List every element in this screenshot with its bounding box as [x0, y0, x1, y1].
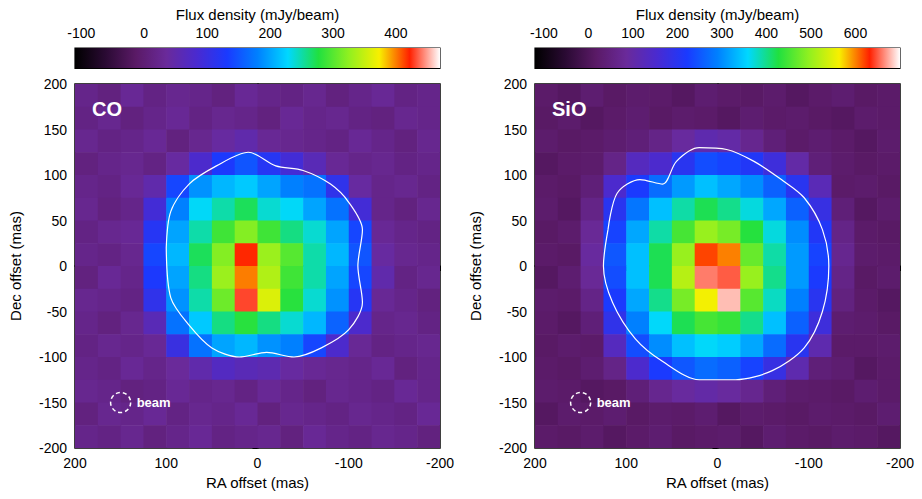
svg-text:100: 100 [44, 167, 68, 183]
svg-text:50: 50 [51, 213, 67, 229]
svg-text:100: 100 [615, 455, 639, 471]
svg-text:SiO: SiO [552, 98, 586, 120]
svg-text:100: 100 [621, 25, 645, 41]
svg-text:200: 200 [63, 455, 87, 471]
svg-text:200: 200 [258, 25, 282, 41]
svg-text:RA offset (mas): RA offset (mas) [206, 474, 309, 491]
svg-text:0: 0 [140, 25, 148, 41]
svg-text:400: 400 [384, 25, 408, 41]
svg-text:300: 300 [321, 25, 345, 41]
svg-text:-150: -150 [499, 395, 527, 411]
svg-text:-50: -50 [47, 304, 67, 320]
svg-text:100: 100 [504, 167, 528, 183]
svg-text:600: 600 [844, 25, 868, 41]
svg-text:200: 200 [504, 76, 528, 92]
svg-text:0: 0 [254, 455, 262, 471]
svg-text:50: 50 [511, 213, 527, 229]
svg-text:Dec offset (mas): Dec offset (mas) [7, 211, 24, 321]
svg-text:-100: -100 [499, 349, 527, 365]
svg-text:-100: -100 [39, 349, 67, 365]
svg-text:-200: -200 [886, 455, 914, 471]
svg-text:-200: -200 [426, 455, 454, 471]
svg-text:0: 0 [519, 258, 527, 274]
svg-text:-100: -100 [530, 25, 558, 41]
svg-text:-200: -200 [499, 440, 527, 456]
svg-text:-100: -100 [335, 455, 363, 471]
svg-text:beam: beam [597, 395, 631, 410]
svg-text:200: 200 [523, 455, 547, 471]
svg-text:Flux density (mJy/beam): Flux density (mJy/beam) [176, 6, 339, 23]
svg-text:-100: -100 [795, 455, 823, 471]
svg-text:CO: CO [92, 98, 122, 120]
svg-text:300: 300 [710, 25, 734, 41]
svg-text:beam: beam [137, 395, 171, 410]
svg-text:200: 200 [666, 25, 690, 41]
svg-text:150: 150 [44, 122, 68, 138]
svg-text:200: 200 [44, 76, 68, 92]
svg-text:-150: -150 [39, 395, 67, 411]
svg-text:-100: -100 [67, 25, 95, 41]
svg-text:-200: -200 [39, 440, 67, 456]
svg-text:Flux density (mJy/beam): Flux density (mJy/beam) [636, 6, 799, 23]
svg-text:0: 0 [585, 25, 593, 41]
svg-text:-50: -50 [507, 304, 527, 320]
svg-text:RA offset (mas): RA offset (mas) [666, 474, 769, 491]
svg-text:400: 400 [755, 25, 779, 41]
svg-text:500: 500 [799, 25, 823, 41]
svg-text:150: 150 [504, 122, 528, 138]
svg-text:100: 100 [155, 455, 179, 471]
svg-text:Dec offset (mas): Dec offset (mas) [467, 211, 484, 321]
svg-text:0: 0 [59, 258, 67, 274]
svg-text:0: 0 [714, 455, 722, 471]
svg-text:100: 100 [195, 25, 219, 41]
